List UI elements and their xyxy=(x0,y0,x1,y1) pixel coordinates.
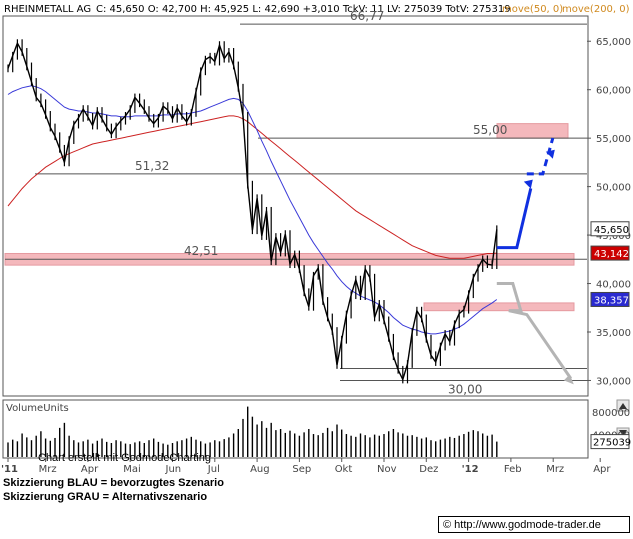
chart-credit: Chart erstellt mit GodmodeCharting xyxy=(38,452,212,464)
y-tick-label: 45,000 xyxy=(596,231,631,242)
header-quote: C: 45,650 O: 42,700 H: 45,925 L: 42,690 … xyxy=(96,4,511,15)
scenario-arrows xyxy=(496,137,574,385)
volume-panel xyxy=(2,399,589,459)
scroll-up-button[interactable] xyxy=(616,399,630,412)
header-ma200-label: move(200, 0) xyxy=(562,4,630,15)
level-label: 55,00 xyxy=(473,123,507,137)
level-label: 51,32 xyxy=(135,159,169,173)
x-tick-label: Apr xyxy=(81,464,99,475)
volume-badge-label: 275039 xyxy=(593,438,631,449)
y-tick-label: 50,000 xyxy=(596,183,631,194)
y-tick-label: 30,000 xyxy=(596,376,631,387)
zone-rect xyxy=(496,123,569,139)
x-axis: '11 Mrz Apr Mai Jun Jul Aug Sep Okt Nov Dez '12 Feb M… xyxy=(1,458,611,475)
y-tick-label: 40,000 xyxy=(596,280,631,291)
x-tick-label: Okt xyxy=(335,464,353,475)
blue-scenario-dashed-arrow xyxy=(526,137,555,176)
price-badge-label: 38,357 xyxy=(594,295,629,306)
x-tick-label: '11 xyxy=(1,464,18,475)
price-badge-label: 43,142 xyxy=(594,249,629,260)
x-tick-label: Jul xyxy=(207,464,220,475)
ma50-line xyxy=(7,85,498,335)
x-tick-label: Dez xyxy=(419,464,438,475)
x-tick-label: Feb xyxy=(504,464,522,475)
price-badge xyxy=(590,221,630,237)
x-tick-label: Jun xyxy=(165,464,182,475)
price-series-group xyxy=(7,39,498,384)
level-label: 66,77 xyxy=(350,9,384,23)
arrow-down-icon xyxy=(619,430,627,436)
y-tick-label: 35,000 xyxy=(596,328,631,339)
note-grey-scenario: Skizzierung GRAU = Alternativszenario xyxy=(3,491,208,503)
volume-badge xyxy=(590,434,630,450)
x-tick-label: Apr xyxy=(593,464,611,475)
blue-scenario-arrow xyxy=(496,188,533,250)
copyright-icon: © xyxy=(443,519,452,531)
x-tick-label: Nov xyxy=(377,464,397,475)
arrow-up-icon xyxy=(619,403,627,409)
level-label: 42,51 xyxy=(184,244,218,258)
volume-tick-label: 800000 xyxy=(592,408,630,419)
x-tick-label: Aug xyxy=(250,464,270,475)
price-badge xyxy=(590,291,630,307)
note-blue-scenario: Skizzierung BLAU = bevorzugtes Szenario xyxy=(3,477,224,489)
blue-arrowhead-dashed xyxy=(545,149,555,159)
price-badge xyxy=(590,245,630,261)
url-box[interactable]: © http://www.godmode-trader.de xyxy=(438,516,630,533)
blue-arrowhead xyxy=(523,179,533,189)
price-badges: 45,650 43,142 38,357 xyxy=(590,221,630,307)
x-tick-label: '12 xyxy=(462,464,479,475)
y-tick-label: 65,000 xyxy=(596,37,631,48)
zone-rect xyxy=(423,302,575,312)
y-tick-label: 55,000 xyxy=(596,134,631,145)
x-tick-label: Mrz xyxy=(39,464,57,475)
header-ma50-label: move(50, 0) xyxy=(502,4,563,15)
x-tick-label: Mai xyxy=(123,464,141,475)
header-symbol: RHEINMETALL AG xyxy=(4,4,91,15)
x-tick-label: Mrz xyxy=(546,464,564,475)
x-tick-label: Sep xyxy=(292,464,311,475)
grey-scenario-arrow xyxy=(496,282,573,380)
price-badge-label: 45,650 xyxy=(594,225,629,236)
grey-arrowhead xyxy=(563,374,574,385)
url-text: http://www.godmode-trader.de xyxy=(454,519,601,531)
ma200-line xyxy=(7,115,497,259)
price-panel xyxy=(2,15,589,397)
volume-bars: 800000400000275039 xyxy=(7,406,631,457)
y-tick-label: 60,000 xyxy=(596,86,631,97)
level-label: 30,00 xyxy=(448,382,482,396)
y-axis: 65,000 60,000 55,000 50,000 45,000 40,000 35,0… xyxy=(587,37,631,387)
volume-title: VolumeUnits xyxy=(6,403,69,414)
